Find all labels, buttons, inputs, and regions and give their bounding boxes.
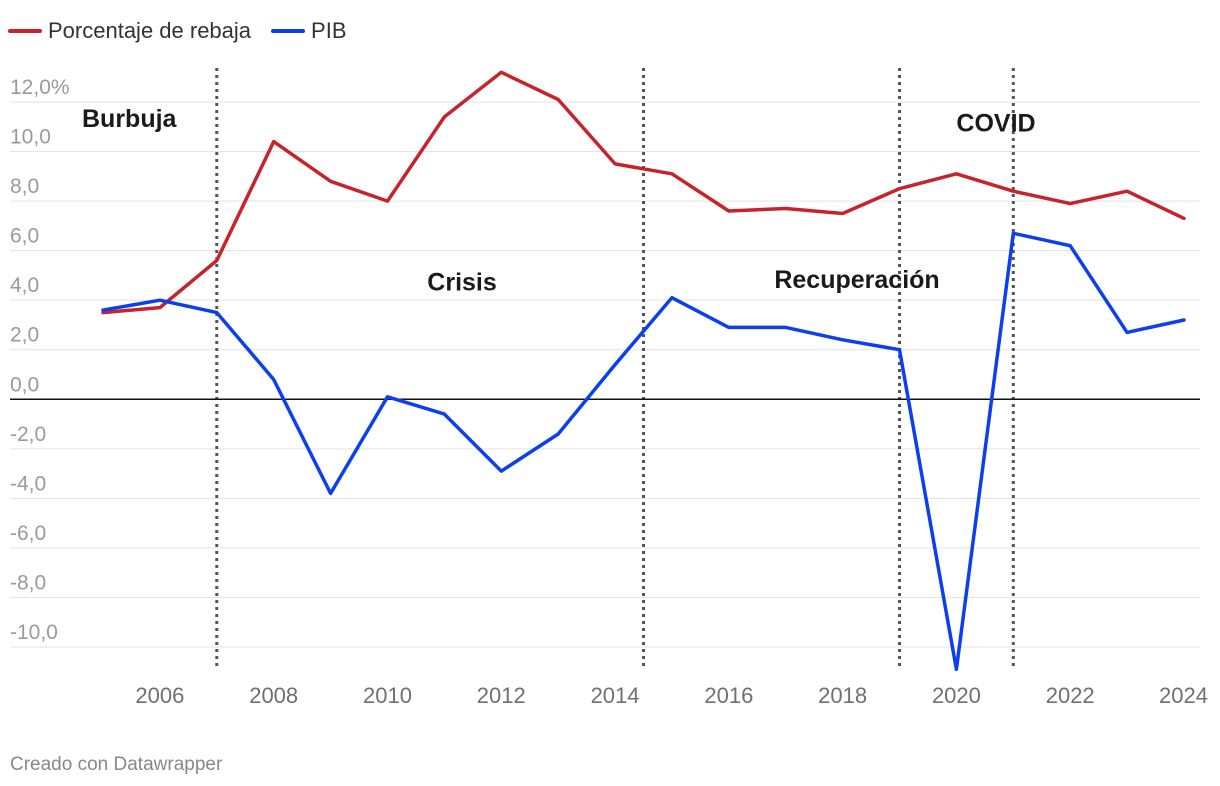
series-line-porcentaje-de-rebaja (101, 70, 1186, 315)
x-tick-label: 2010 (363, 683, 412, 708)
series-lines (101, 70, 1186, 672)
legend-item-pib: PIB (271, 18, 347, 43)
y-axis: 12,0% 10,0 8,0 6,0 4,0 2,0 0,0 -2,0 -4,0 -6,0 -8,0… (10, 76, 70, 644)
x-tick-label: 2006 (135, 683, 184, 708)
y-tick-label: -2,0 (10, 423, 46, 446)
legend: Porcentaje de rebaja PIB (8, 18, 347, 43)
legend-label: Porcentaje de rebaja (48, 18, 252, 43)
y-tick-label: 4,0 (10, 274, 39, 297)
y-tick-label: -4,0 (10, 472, 46, 495)
x-tick-label: 2024 (1159, 683, 1208, 708)
x-tick-label: 2012 (477, 683, 526, 708)
period-labels: Burbuja Crisis Recuperación COVID (82, 105, 1036, 297)
y-tick-label: -8,0 (10, 571, 46, 594)
x-tick-label: 2008 (249, 683, 298, 708)
y-tick-label: 6,0 (10, 225, 39, 248)
period-dividers (215, 68, 1015, 670)
period-label-burbuja: Burbuja (82, 105, 178, 133)
x-tick-label: 2018 (818, 683, 867, 708)
x-tick-label: 2014 (591, 683, 640, 708)
x-tick-label: 2016 (704, 683, 753, 708)
series-line-pib (101, 231, 1186, 672)
y-tick-label: 2,0 (10, 324, 39, 347)
y-tick-label: 10,0 (10, 126, 51, 149)
x-tick-label: 2022 (1046, 683, 1095, 708)
period-label-crisis: Crisis (427, 268, 496, 296)
legend-label: PIB (311, 18, 346, 43)
y-tick-label: 12,0% (10, 76, 70, 99)
y-tick-label: -6,0 (10, 522, 46, 545)
y-tick-label: 8,0 (10, 175, 39, 198)
y-tick-label: -10,0 (10, 621, 58, 644)
period-label-recuperacion: Recuperación (774, 266, 939, 294)
y-tick-label: 0,0 (10, 373, 39, 396)
legend-item-porcentaje-de-rebaja: Porcentaje de rebaja (8, 18, 252, 43)
period-label-covid: COVID (956, 110, 1035, 138)
x-tick-label: 2020 (932, 683, 981, 708)
x-axis: 2006 2008 2010 2012 2014 2016 2018 2020 2022 2024 (135, 683, 1208, 708)
credit-text: Creado con Datawrapper (10, 754, 223, 775)
gridlines (10, 101, 1200, 648)
